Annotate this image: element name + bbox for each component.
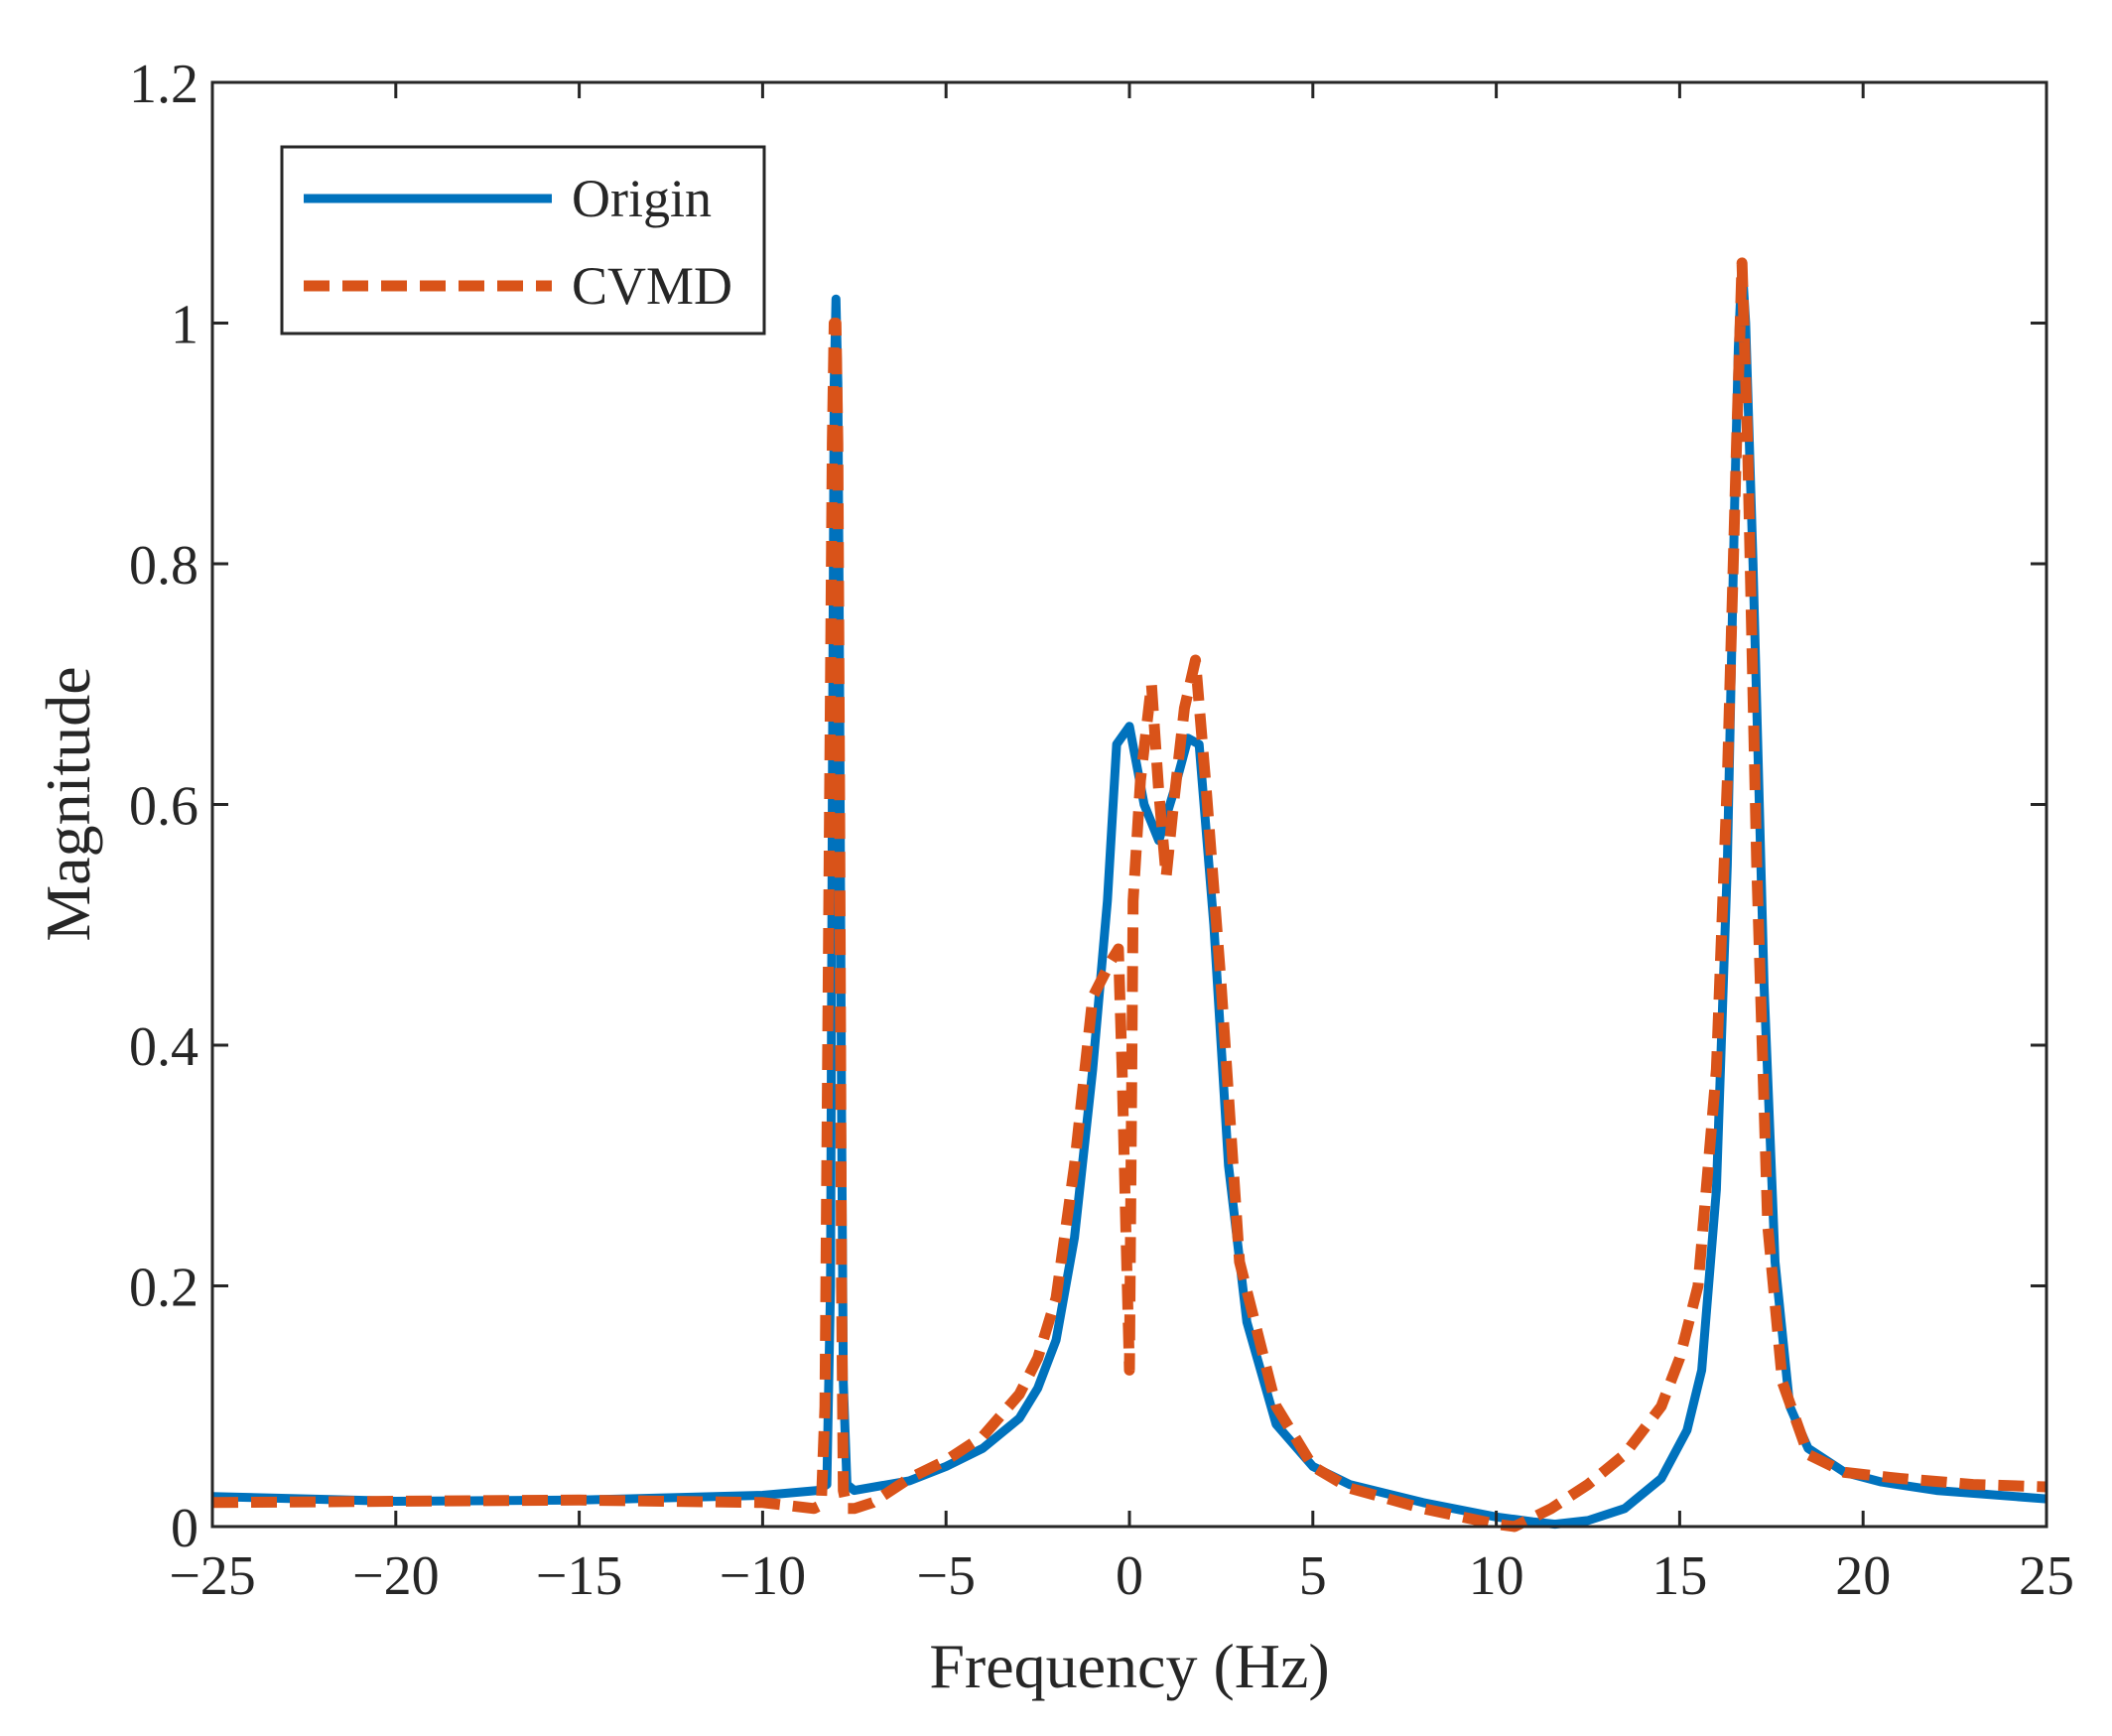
x-tick-label: −5 xyxy=(916,1545,976,1607)
x-tick-label: 0 xyxy=(1116,1545,1143,1607)
x-tick-label: 20 xyxy=(1835,1545,1891,1607)
y-tick-label: 0.6 xyxy=(129,776,198,838)
x-tick-label: 15 xyxy=(1651,1545,1707,1607)
legend-box xyxy=(280,145,766,335)
y-tick-label: 0.8 xyxy=(129,535,198,597)
legend-label-cvmd: CVMD xyxy=(572,256,732,316)
x-tick-label: −15 xyxy=(536,1545,623,1607)
y-tick-label: 1 xyxy=(171,295,198,356)
x-tick-label: 10 xyxy=(1469,1545,1524,1607)
y-tick-label: 0.4 xyxy=(129,1016,198,1078)
x-tick-label: 5 xyxy=(1299,1545,1327,1607)
x-axis-label: Frequency (Hz) xyxy=(929,1631,1329,1701)
legend-label-origin: Origin xyxy=(572,169,712,228)
x-tick-label: 25 xyxy=(2019,1545,2074,1607)
y-tick-label: 1.2 xyxy=(129,54,198,115)
y-tick-label: 0 xyxy=(171,1498,198,1559)
legend: Origin CVMD xyxy=(280,145,766,335)
series-line-cvmd xyxy=(211,257,2047,1533)
x-tick-label: −20 xyxy=(352,1545,440,1607)
y-tick-label: 0.2 xyxy=(129,1258,198,1319)
y-axis-label: Magnitude xyxy=(33,666,103,941)
axes-layer: −25 −20 −15 −10 −5 0 5 10 15 20 25 0 0.2 0.4 0.6 0.8 1 1.… xyxy=(129,54,2074,1607)
x-tick-label: −10 xyxy=(720,1545,807,1607)
series-layer xyxy=(211,257,2047,1533)
x-tick-label: −25 xyxy=(169,1545,256,1607)
